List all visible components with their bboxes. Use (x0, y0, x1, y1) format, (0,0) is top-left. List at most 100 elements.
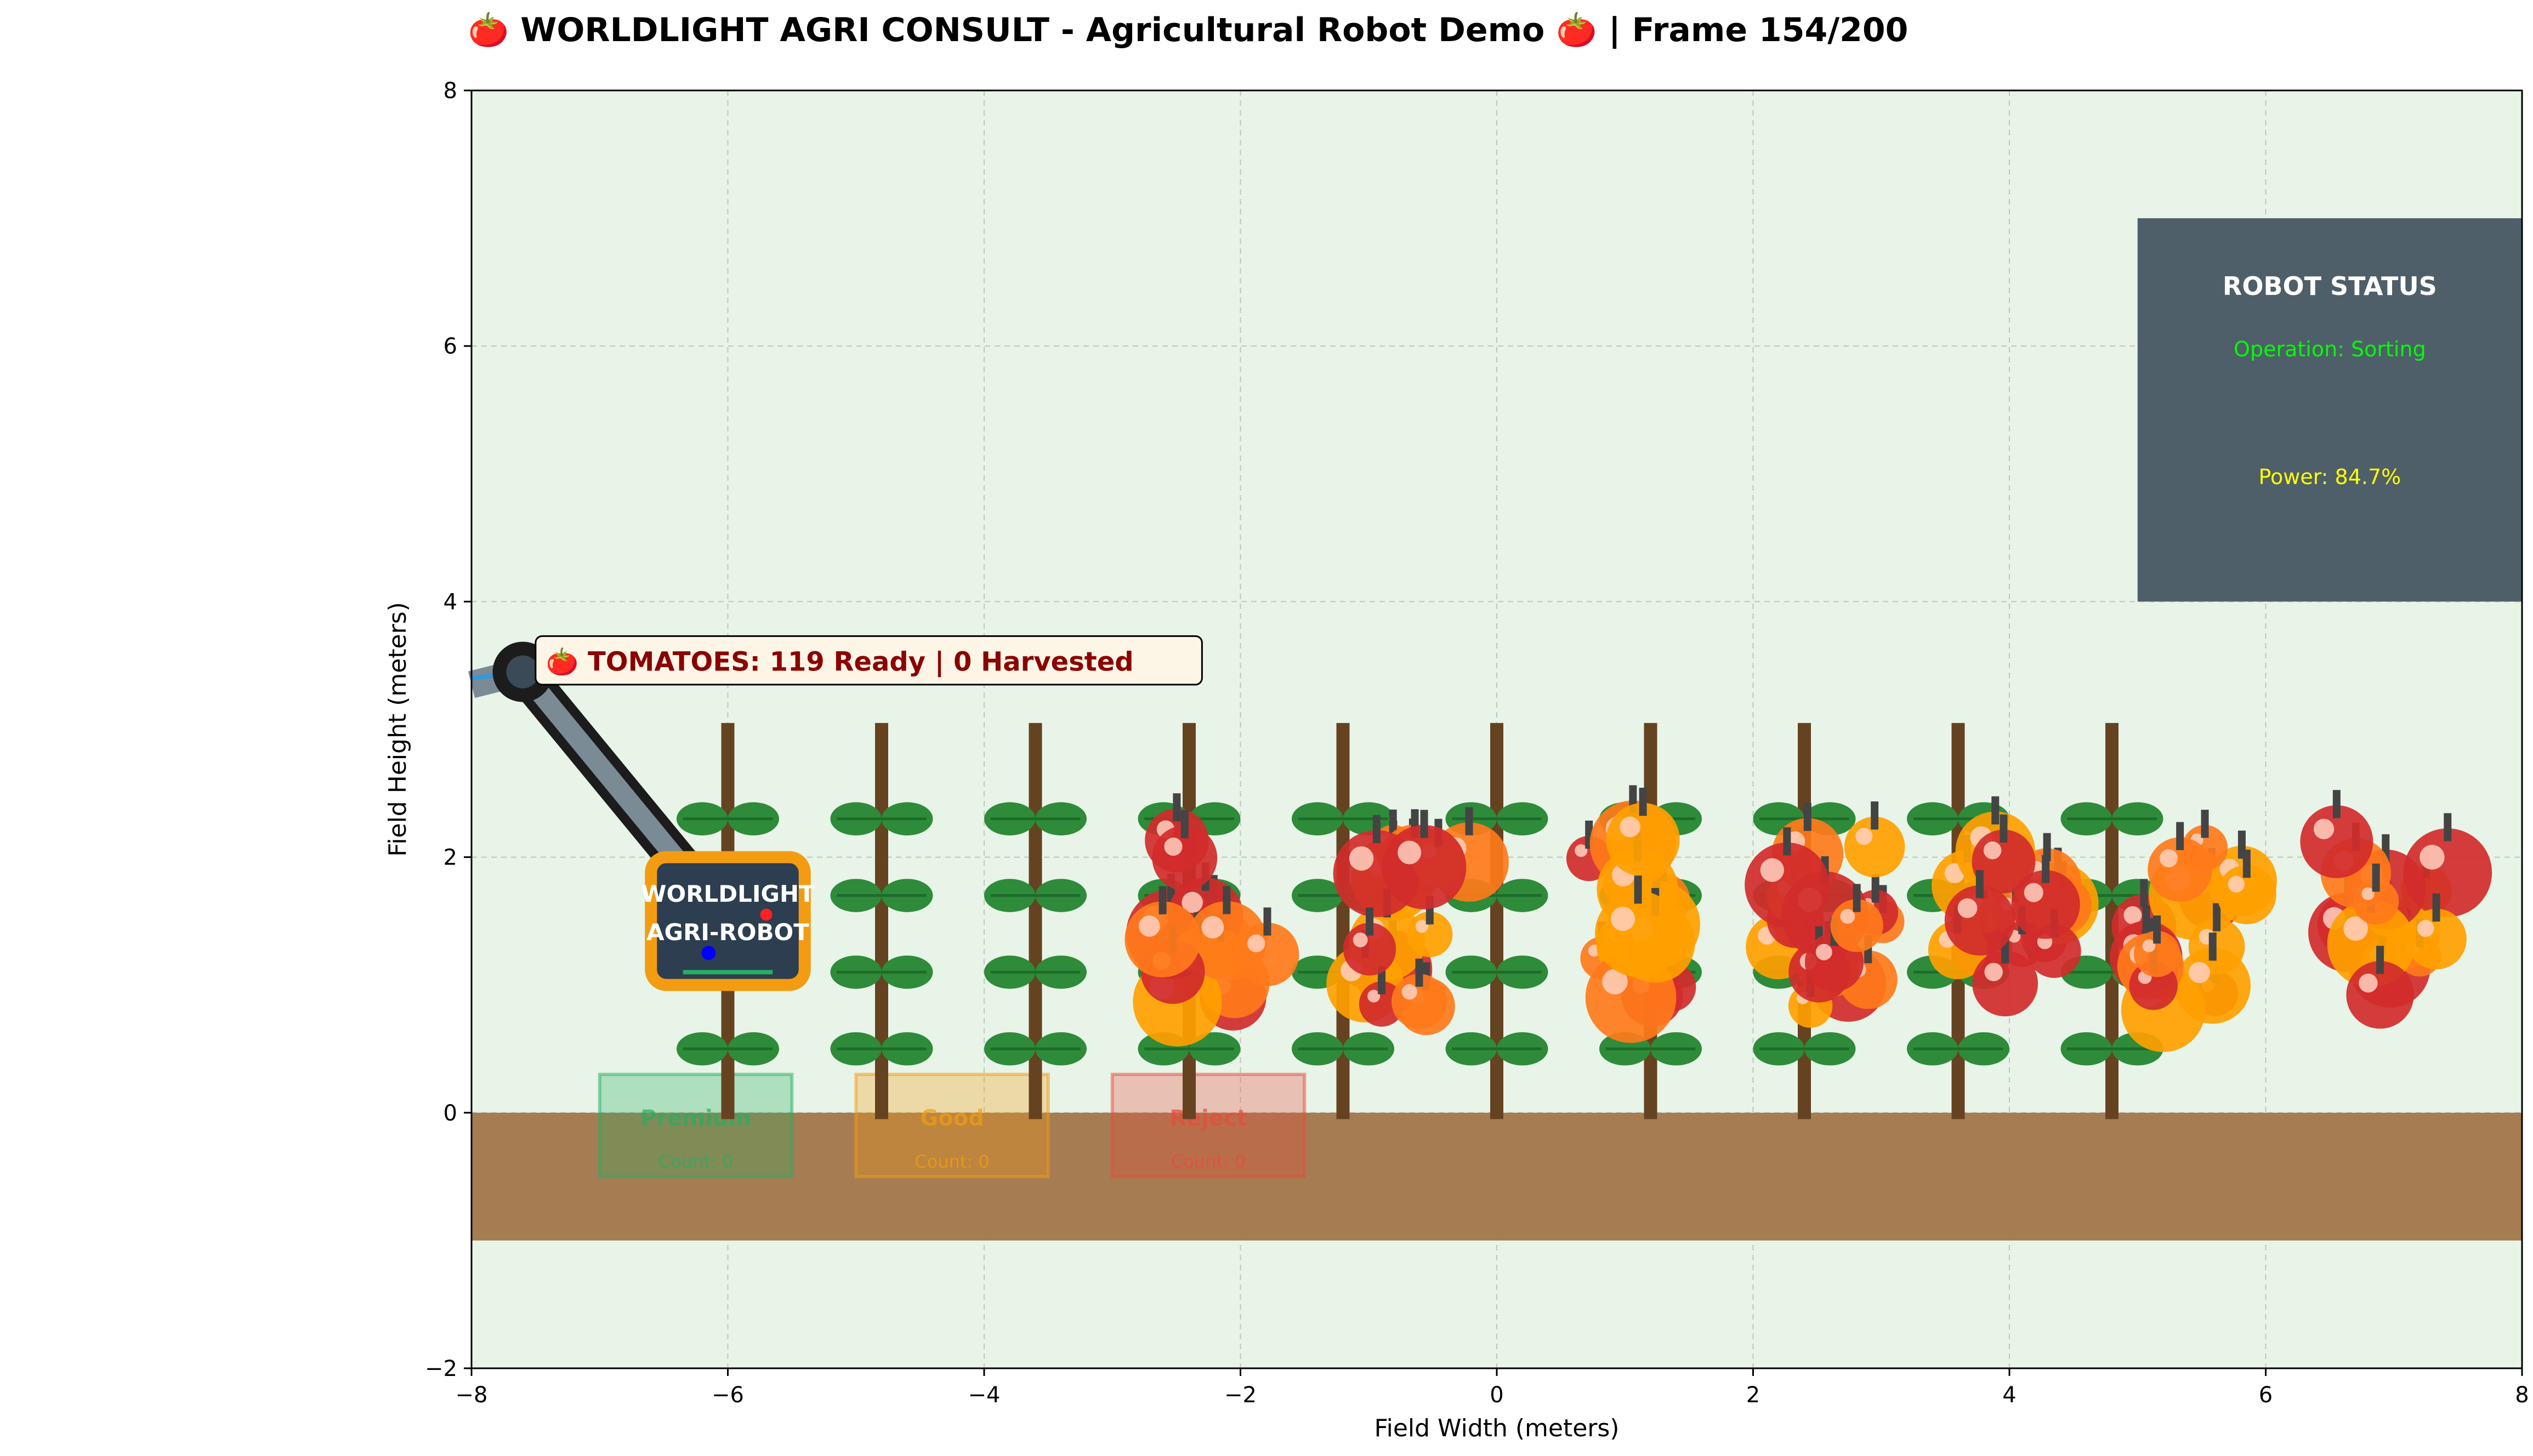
x-tick-label: 0 (1490, 1383, 1503, 1408)
tomato-highlight (2359, 974, 2378, 993)
tomato-cluster (1566, 785, 1700, 1043)
tomato-highlight (2160, 849, 2178, 868)
tomato-stem (2153, 915, 2161, 944)
x-tick-label: 6 (2259, 1383, 2273, 1408)
tomato-highlight (1401, 984, 1417, 1000)
tomato-stem (2208, 932, 2217, 961)
y-tick-label: 0 (444, 1101, 457, 1126)
bin-count: Count: 0 (658, 1151, 733, 1172)
x-tick-label: −6 (712, 1383, 744, 1408)
robot-status-panel: ROBOT STATUS Operation: Sorting Power: 84.… (2137, 218, 2522, 602)
tomato-highlight (1620, 816, 1640, 838)
banner-box (535, 635, 1203, 686)
bin-reject: Reject Count: 0 (1110, 1072, 1307, 1179)
tomato-highlight (2123, 906, 2142, 924)
tomato-highlight (1840, 909, 1855, 924)
tomato-highlight (1349, 846, 1374, 871)
y-tick-label: 8 (444, 78, 457, 104)
tomato-stem (1975, 870, 1984, 898)
tomato-stem (1634, 875, 1642, 904)
bin-label: Reject (1169, 1106, 1247, 1131)
tomato-highlight (1415, 920, 1428, 933)
tomato-highlight (1247, 934, 1265, 953)
tomato-highlight (1984, 963, 2003, 981)
x-tick-label: −2 (1224, 1383, 1257, 1408)
tomato-highlight (1353, 932, 1368, 948)
status-title: ROBOT STATUS (2223, 271, 2437, 301)
tomato-stem (1158, 886, 1167, 914)
tomato-stem (2201, 810, 2209, 838)
tomato-stem (2376, 946, 2384, 974)
tomato-highlight (1367, 989, 1381, 1003)
plant-stake (1336, 723, 1350, 1119)
tomato-stem (1366, 907, 1374, 936)
tomato-highlight (1611, 907, 1635, 931)
tomato-highlight (1138, 915, 1160, 937)
robot-label-line2: AGRI-ROBOT (646, 919, 809, 946)
tomato-highlight (2361, 887, 2375, 901)
x-axis-label: Field Width (meters) (1375, 1414, 1620, 1442)
tomato-plant (830, 723, 933, 1119)
robot-body (645, 851, 811, 991)
tomato-highlight (1602, 969, 1628, 994)
tomato-highlight (2343, 916, 2368, 941)
tomato-stem (2372, 863, 2380, 892)
bin-box (1110, 1072, 1307, 1179)
bin-label: Good (920, 1106, 984, 1131)
tomato-stem (1991, 796, 2000, 824)
tomato-highlight (2228, 875, 2245, 893)
tomato-stem (2242, 849, 2251, 878)
tomato-stem (1223, 886, 1231, 914)
robot-light (760, 908, 773, 921)
tomato-highlight (2417, 920, 2434, 937)
agri-robot: WORLDLIGHT AGRI-ROBOT (468, 641, 815, 991)
x-tick-label: 2 (1746, 1383, 1760, 1408)
tomato-stem (1372, 815, 1381, 843)
tomato-clusters (1124, 785, 2492, 1053)
bin-label: Premium (640, 1106, 751, 1131)
tomato-stem (1871, 874, 1879, 903)
tomato-stem (2000, 814, 2008, 843)
chart-title: 🍅 WORLDLIGHT AGRI CONSULT - Agricultural… (468, 11, 1909, 49)
tomato-stem (1420, 810, 1428, 838)
tomato-highlight (2313, 818, 2335, 839)
x-tick-label: −8 (456, 1383, 488, 1408)
tomato-cluster (1124, 793, 1299, 1046)
tomato-stem (1180, 810, 1189, 839)
tomato-stem (2444, 813, 2452, 841)
tomato-highlight (2189, 962, 2210, 983)
plant-stake (1029, 723, 1042, 1119)
tomato-highlight (1957, 898, 1978, 918)
tomato-highlight (1760, 858, 1784, 882)
tomato-stem (2176, 822, 2184, 850)
y-tick-label: 6 (444, 334, 457, 359)
soil-strip (472, 1112, 2522, 1241)
y-tick-label: 2 (444, 845, 457, 871)
tomato-highlight (1855, 828, 1873, 845)
tomato-stem (2043, 833, 2051, 861)
tomato-highlight (1201, 916, 1224, 939)
tomato-highlight (2420, 845, 2445, 870)
tomato-cluster (1745, 801, 1905, 1028)
status-power: Power: 84.7% (2258, 465, 2401, 489)
x-tick-label: 8 (2515, 1383, 2529, 1408)
tomato-highlight (1983, 841, 2002, 860)
tomato-highlight (2142, 939, 2156, 953)
tomato-stem (1263, 907, 1271, 936)
tomato-highlight (2024, 883, 2043, 902)
y-axis-label: Field Height (meters) (384, 602, 412, 857)
y-tick-label: 4 (444, 589, 457, 615)
tomato-banner: 🍅 TOMATOES: 119 Ready | 0 Harvested (535, 635, 1203, 686)
tomato-stem (1871, 801, 1879, 830)
tomato-stem (1415, 958, 1423, 987)
tomato-stem (1803, 803, 1811, 831)
status-panel-bg (2137, 218, 2522, 602)
tomato-highlight (1398, 840, 1422, 865)
sorting-bins: Premium Count: 0 Good Count: 0 Reject Count: … (598, 1072, 1307, 1179)
tomato-stem (1853, 884, 1861, 912)
x-tick-label: 4 (2002, 1383, 2016, 1408)
tomato-highlight (1815, 943, 1832, 960)
robot-gripper-inner (506, 655, 539, 689)
plant-stake (875, 723, 888, 1119)
